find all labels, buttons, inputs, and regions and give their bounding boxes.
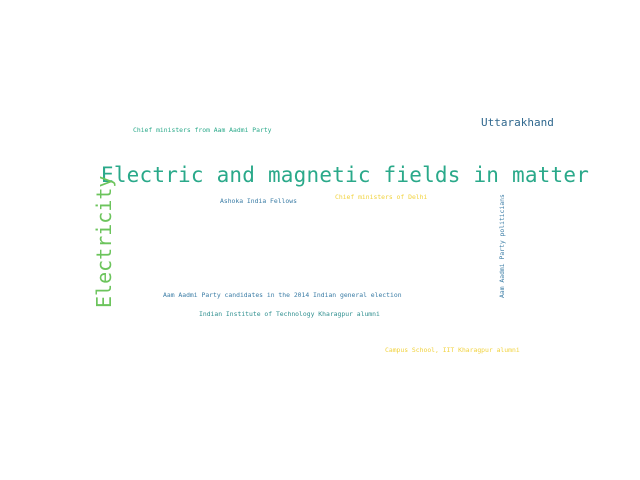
word-iit-alumni: Indian Institute of Technology Kharagpur… [199, 310, 380, 318]
word-aap-candidates: Aam Aadmi Party candidates in the 2014 I… [163, 291, 402, 299]
word-main-phrase: Electric and magnetic fields in matter [101, 163, 590, 187]
word-electricity: Electricity [92, 175, 116, 308]
word-chief-ministers-delhi: Chief ministers of Delhi [335, 193, 428, 201]
word-aap-politicians: Aam Aadmi Party politicians [498, 194, 506, 298]
word-ashoka-fellows: Ashoka India Fellows [220, 197, 297, 205]
word-chief-ministers-aap: Chief ministers from Aam Aadmi Party [133, 126, 272, 134]
word-uttarakhand: Uttarakhand [481, 116, 554, 129]
word-campus-school: Campus School, IIT Kharagpur alumni [385, 346, 520, 354]
